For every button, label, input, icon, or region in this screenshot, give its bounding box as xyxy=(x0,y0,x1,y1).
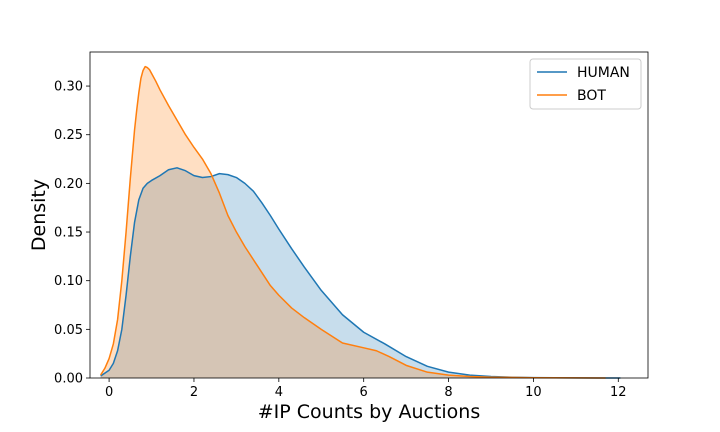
legend: HUMAN BOT xyxy=(529,58,642,110)
legend-label-human: HUMAN xyxy=(577,65,630,81)
x-tick-label: 6 xyxy=(360,385,368,400)
y-axis-label: Density xyxy=(28,179,50,251)
y-axis-ticks: 0.00 0.05 0.10 0.15 0.20 0.25 0.30 xyxy=(54,80,90,387)
x-tick-label: 12 xyxy=(610,385,627,400)
x-tick-label: 0 xyxy=(105,385,113,400)
y-tick-label: 0.20 xyxy=(54,177,83,192)
legend-label-bot: BOT xyxy=(577,88,606,104)
area-bot xyxy=(100,66,606,378)
y-tick-label: 0.05 xyxy=(54,323,83,338)
x-axis-label: #IP Counts by Auctions xyxy=(258,401,481,423)
y-tick-label: 0.30 xyxy=(54,80,83,95)
x-axis-ticks: 0 2 4 6 8 10 12 xyxy=(105,378,627,400)
y-tick-label: 0.15 xyxy=(54,226,83,241)
x-tick-label: 10 xyxy=(525,385,542,400)
x-tick-label: 4 xyxy=(275,385,283,400)
density-areas xyxy=(100,66,621,378)
line-human xyxy=(100,167,621,379)
y-tick-label: 0.10 xyxy=(54,274,83,289)
y-tick-label: 0.25 xyxy=(54,128,83,143)
line-bot xyxy=(99,65,606,379)
x-tick-label: 8 xyxy=(444,385,452,400)
density-lines xyxy=(99,65,621,379)
y-tick-label: 0.00 xyxy=(54,372,83,387)
x-tick-label: 2 xyxy=(190,385,198,400)
plot-frame xyxy=(89,51,649,379)
